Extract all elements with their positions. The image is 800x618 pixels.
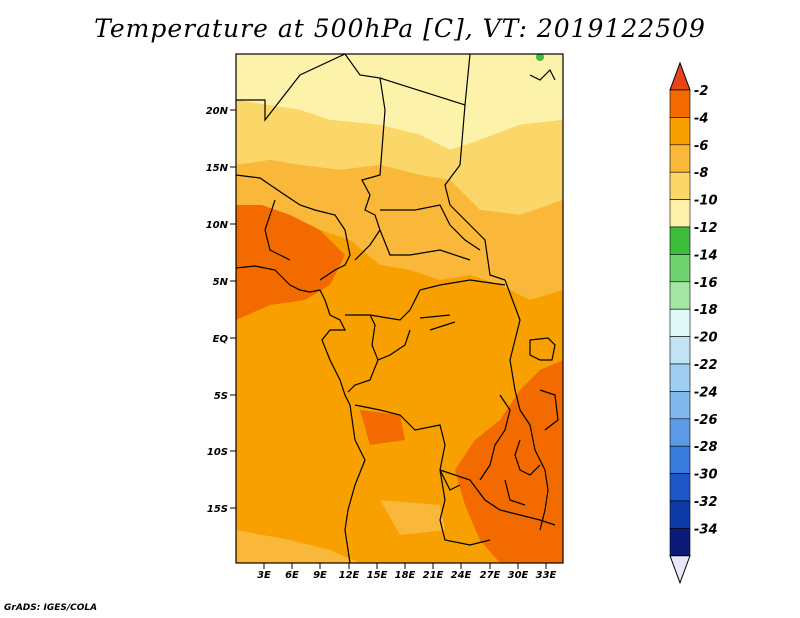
lat-label: 10S (207, 447, 228, 458)
lat-label: 5N (213, 277, 229, 288)
colorbar-arrow-top (669, 61, 691, 91)
colorbar-label: -16 (694, 276, 718, 291)
lon-label: 3E (257, 570, 271, 581)
lat-label: 20N (206, 106, 229, 117)
lon-axis: 3E 6E 9E 12E 15E 18E 21E 24E 27E 30E 33E (257, 563, 557, 581)
colorbar-label: -10 (694, 194, 718, 209)
credit-text: GrADS: IGES/COLA (4, 603, 98, 613)
lon-label: 6E (285, 570, 299, 581)
colorbar-label: -20 (694, 331, 718, 346)
colorbar-swatch (669, 473, 691, 502)
colorbar-swatch (669, 363, 691, 392)
lat-label: 15N (206, 163, 229, 174)
colorbar-swatch (669, 336, 691, 365)
temperature-field (236, 54, 563, 563)
colorbar-label: -18 (694, 303, 718, 318)
colorbar-label: -2 (694, 84, 708, 99)
lon-label: 21E (423, 570, 444, 581)
colorbar-swatch (669, 144, 691, 173)
colorbar-label: -8 (694, 166, 708, 181)
colorbar-label: -30 (694, 468, 718, 483)
lon-label: 24E (451, 570, 472, 581)
map-frame (235, 53, 564, 564)
colorbar-label: -28 (694, 440, 718, 455)
colorbar-label: -14 (694, 248, 718, 263)
colorbar-label: -32 (694, 495, 718, 510)
colorbar-label: -6 (694, 139, 708, 154)
colorbar-swatch (669, 199, 691, 228)
colorbar-swatch (669, 528, 691, 557)
lat-label: 10N (206, 220, 229, 231)
lon-label: 12E (339, 570, 360, 581)
lon-label: 15E (367, 570, 388, 581)
lat-label: 15S (207, 504, 228, 515)
colorbar-swatch (669, 254, 691, 283)
lat-label: 5S (214, 391, 228, 402)
map-title: Temperature at 500hPa [C], VT: 201912250… (94, 14, 706, 43)
lon-label: 9E (313, 570, 327, 581)
lat-axis: 20N 15N 10N 5N EQ 5S 10S 15S (206, 106, 236, 515)
colorbar-label: -26 (694, 413, 718, 428)
colorbar-swatch (669, 391, 691, 420)
colorbar-arrow-bottom (669, 555, 691, 585)
lat-label: EQ (213, 334, 229, 345)
colorbar-swatch (669, 418, 691, 447)
colorbar-swatch (669, 171, 691, 200)
colorbar-label: -4 (694, 111, 708, 126)
colorbar-label: -34 (694, 522, 718, 537)
colorbar-swatch (669, 89, 691, 118)
colorbar-label: -22 (694, 358, 718, 373)
colorbar: -2 -4 -6 -8 -10 -12 -14 -16 -18 -20 -22 -24 -26 -28 -3… (669, 61, 718, 585)
colorbar-swatch (669, 445, 691, 474)
colorbar-swatch (669, 226, 691, 255)
colorbar-swatch (669, 117, 691, 146)
colorbar-label: -12 (694, 221, 718, 236)
lon-label: 33E (536, 570, 557, 581)
borders (236, 54, 559, 563)
lon-label: 27E (480, 570, 501, 581)
colorbar-swatch (669, 308, 691, 337)
colorbar-swatch (669, 281, 691, 310)
colorbar-label: -24 (694, 385, 718, 400)
lon-label: 30E (508, 570, 529, 581)
colorbar-swatch (669, 500, 691, 529)
lon-label: 18E (395, 570, 416, 581)
